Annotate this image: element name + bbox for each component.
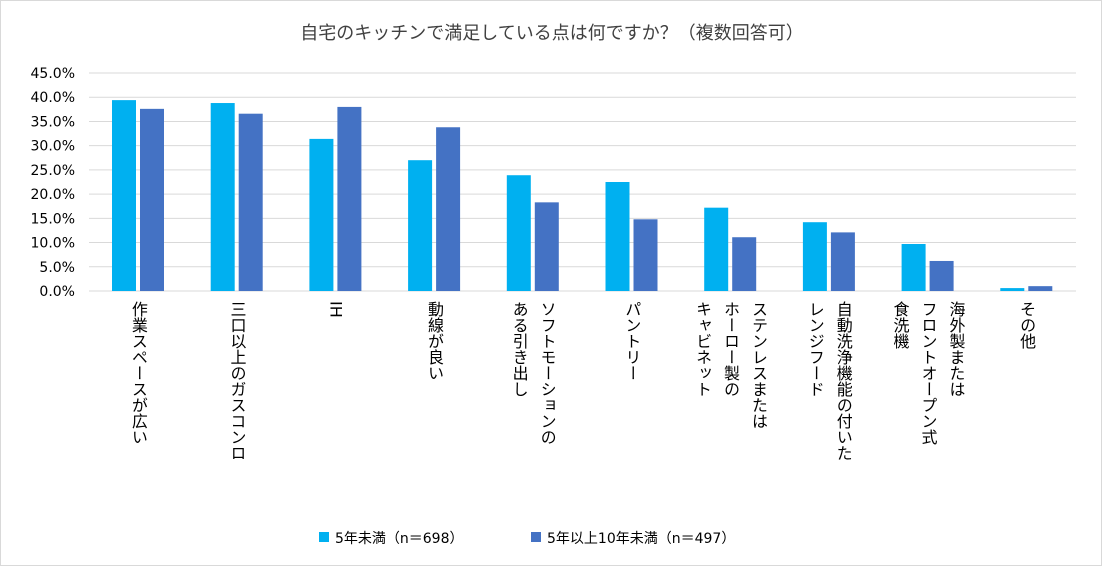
legend-label-1: 5年以上10年未満（n＝497）: [547, 531, 735, 547]
legend: 5年未満（n＝698） 5年以上10年未満（n＝497）: [319, 531, 735, 547]
bar-s1-c4: [534, 202, 559, 291]
legend-swatch-1: [531, 532, 541, 542]
bar-s0-c8: [901, 244, 926, 291]
x-category-label: パントリー: [622, 301, 641, 381]
x-category-label: 自動洗浄機能の付いた: [834, 301, 853, 461]
y-tick-label: 5.0%: [39, 260, 75, 276]
bar-s0-c4: [506, 175, 531, 291]
x-category-label: 作業スペースが広い: [129, 301, 148, 445]
x-category-label: 海外製または: [946, 301, 965, 397]
bar-s1-c8: [929, 260, 954, 291]
y-tick-label: 10.0%: [31, 236, 75, 252]
bar-s0-c6: [704, 207, 729, 291]
bar-s0-c3: [408, 160, 433, 291]
bar-s1-c5: [633, 219, 658, 291]
legend-swatch-0: [319, 532, 329, 542]
y-tick-label: 20.0%: [31, 187, 75, 203]
bar-s0-c0: [112, 100, 136, 291]
bar-s1-c1: [238, 113, 263, 292]
y-tick-label: 35.0%: [31, 114, 75, 130]
gridlines: [89, 72, 1076, 292]
legend-label-0: 5年未満（n＝698）: [335, 531, 464, 547]
x-category-label: ソフトモーションの: [538, 301, 557, 445]
bar-s1-c6: [732, 237, 757, 291]
y-tick-label: 0.0%: [39, 284, 75, 300]
bar-s0-c9: [1000, 288, 1025, 291]
x-category-label: IH: [326, 301, 345, 318]
y-tick-label: 30.0%: [31, 139, 75, 155]
bar-s1-c0: [140, 108, 164, 291]
y-tick-label: 15.0%: [31, 211, 75, 227]
bar-s1-c3: [436, 127, 461, 291]
y-axis: 0.0% 5.0% 10.0% 15.0% 20.0% 25.0% 30.0% 35.0% 40…: [31, 66, 75, 300]
x-category-label: ホーロー製の: [721, 301, 740, 397]
x-category-label: 三口以上のガスコンロ: [228, 301, 247, 461]
x-category-label: 動線が良い: [425, 301, 444, 381]
bar-s0-c2: [309, 138, 334, 291]
bars: [112, 100, 1053, 292]
bar-s1-c2: [337, 106, 362, 292]
bar-s0-c5: [605, 182, 630, 291]
bar-s0-c1: [210, 103, 235, 291]
chart-title: 自宅のキッチンで満足している点は何ですか？（複数回答可）: [300, 23, 803, 44]
bar-s1-c7: [830, 232, 855, 291]
bar-s0-c7: [802, 222, 827, 291]
x-category-label: ステンレスまたは: [749, 301, 768, 429]
y-tick-label: 25.0%: [31, 163, 75, 179]
x-category-label: レンジフード: [806, 301, 825, 397]
x-axis-labels: 作業スペースが広い 三口以上のガスコンロ IH 動線が良い ソフトモーションのある引き出…: [129, 301, 1036, 461]
x-category-label: 食洗機: [890, 301, 909, 350]
x-category-label: キャビネット: [693, 301, 712, 397]
x-category-label: ある引き出し: [510, 301, 529, 397]
y-tick-label: 45.0%: [31, 66, 75, 82]
x-category-label: その他: [1017, 301, 1036, 350]
bar-s1-c9: [1028, 286, 1053, 291]
y-tick-label: 40.0%: [31, 90, 75, 106]
x-category-label: フロントオープン式: [918, 301, 937, 445]
